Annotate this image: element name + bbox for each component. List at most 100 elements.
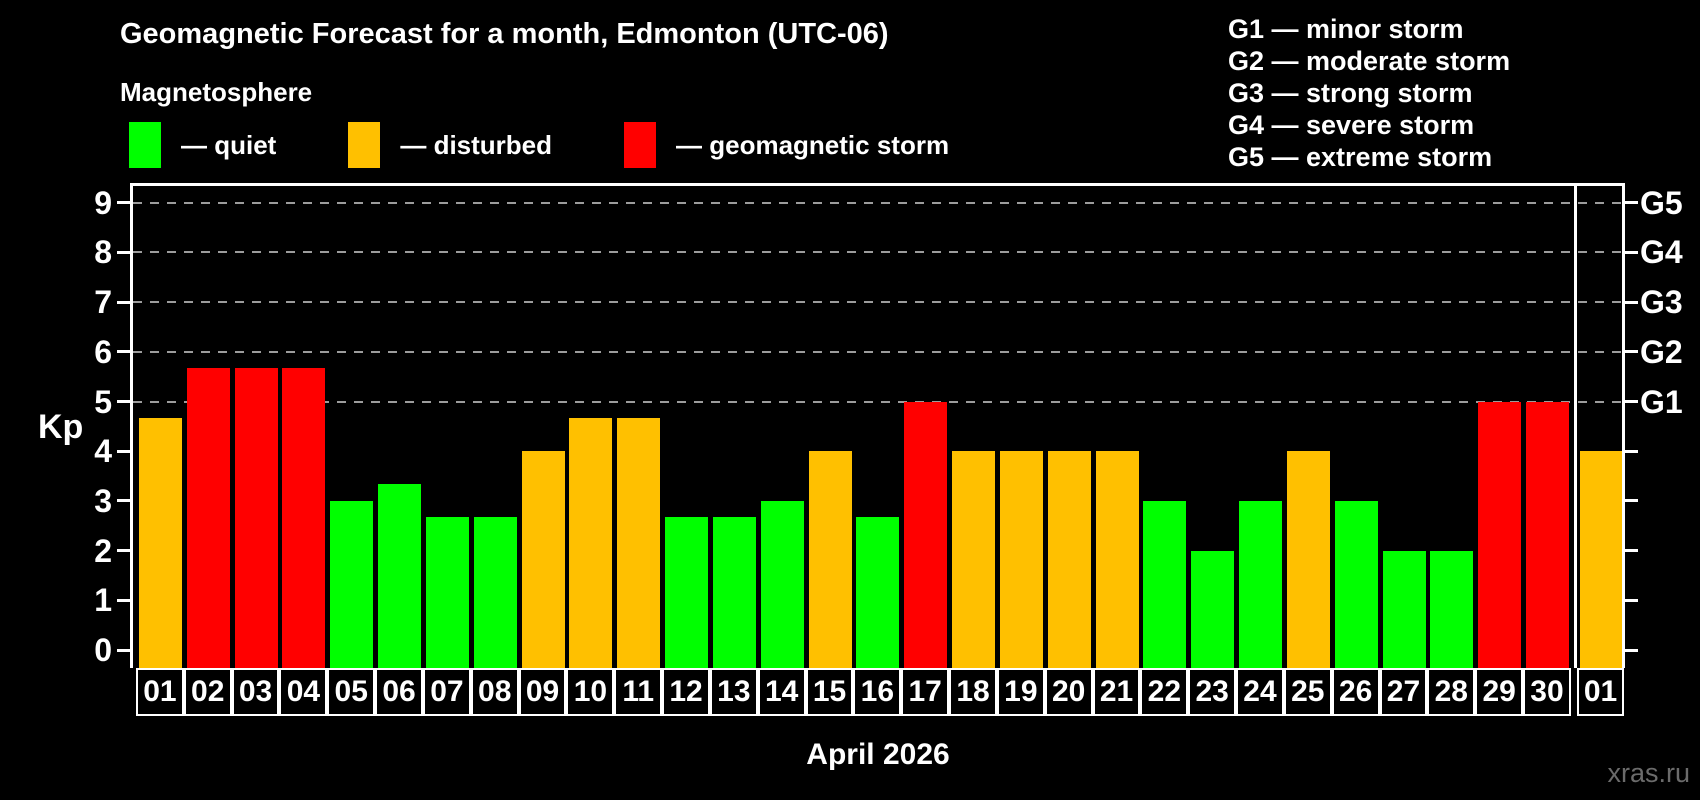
day-label-box: 18	[949, 668, 997, 716]
day-label-box: 23	[1188, 668, 1237, 716]
storm-scale-item-g3: G3 — strong storm	[1228, 78, 1473, 108]
legend-item-label: — quiet	[181, 129, 277, 160]
right-axis-tick	[1625, 648, 1638, 652]
kp-bar-day-22	[1143, 500, 1187, 668]
kp-bar-day-30	[1526, 401, 1570, 668]
kp-bar-day-05	[330, 500, 374, 668]
day-label-box: 24	[1236, 668, 1284, 716]
right-axis-tick	[1625, 250, 1638, 254]
day-label-box: 04	[279, 668, 328, 716]
legend-item-label: — geomagnetic storm	[676, 129, 950, 160]
kp-bar-day-09	[521, 451, 565, 668]
kp-bar-day-01	[1579, 451, 1622, 668]
day-label-box: 01	[1577, 668, 1624, 716]
day-label-box: 02	[183, 668, 232, 716]
kp-bar-day-13	[712, 517, 756, 668]
y-axis-tick	[117, 250, 130, 254]
y-axis-tick	[117, 598, 130, 602]
gridline-kp6	[133, 350, 1622, 353]
day-label-box: 30	[1523, 668, 1571, 716]
legend-swatch-disturbed	[348, 122, 381, 168]
day-label-box: 16	[853, 668, 902, 716]
day-label-box: 08	[470, 668, 519, 716]
day-label-box: 17	[901, 668, 950, 716]
y-axis-tick	[117, 499, 130, 503]
plot-frame-left	[130, 183, 133, 668]
gridline-kp9	[133, 201, 1622, 204]
g-scale-label-g2: G2	[1640, 333, 1683, 370]
kp-bar-day-10	[569, 417, 613, 668]
day-label-box: 12	[662, 668, 710, 716]
legend-item-quiet: — quiet	[129, 122, 276, 168]
watermark: xras.ru	[1607, 758, 1690, 788]
kp-bar-day-14	[760, 500, 804, 668]
g-scale-label-g3: G3	[1640, 284, 1683, 321]
legend-swatch-storm	[624, 122, 657, 168]
y-axis-tick-label: 9	[94, 184, 112, 221]
right-axis-tick	[1625, 598, 1638, 602]
kp-bar-day-23	[1191, 550, 1235, 668]
kp-bar-day-15	[808, 451, 852, 668]
y-axis-tick-label: 7	[94, 284, 112, 321]
day-label-box: 29	[1475, 668, 1524, 716]
day-label-box: 28	[1427, 668, 1476, 716]
g-scale-label-g5: G5	[1640, 184, 1683, 221]
day-label-box: 20	[1044, 668, 1093, 716]
day-label-box: 14	[757, 668, 806, 716]
magnetosphere-legend: — quiet — disturbed — geomagnetic storm	[129, 122, 1021, 168]
kp-bar-day-28	[1430, 550, 1474, 668]
right-axis-tick	[1625, 549, 1638, 553]
y-axis-tick	[117, 648, 130, 652]
y-axis-tick-label: 2	[94, 532, 112, 569]
kp-bar-day-16	[856, 517, 900, 668]
y-axis-tick-label: 0	[94, 632, 112, 668]
month-separator-line	[1574, 183, 1577, 668]
day-label-box: 01	[136, 668, 184, 716]
storm-scale-item-g5: G5 — extreme storm	[1228, 142, 1493, 172]
kp-bar-day-20	[1047, 451, 1091, 668]
day-label-box: 05	[327, 668, 376, 716]
legend-swatch-quiet	[129, 122, 161, 168]
storm-scale-item-g4: G4 — severe storm	[1228, 110, 1475, 140]
y-axis-tick	[117, 300, 130, 304]
right-axis-tick	[1625, 499, 1638, 503]
kp-bar-day-06	[378, 484, 422, 668]
kp-bar-day-24	[1239, 500, 1283, 668]
kp-bar-day-01	[139, 417, 182, 668]
plot-frame-right	[1622, 183, 1625, 668]
right-axis-tick	[1625, 400, 1638, 403]
kp-bar-day-04	[282, 368, 326, 668]
plot-frame-top	[130, 183, 1625, 186]
day-label-box: 27	[1379, 668, 1428, 716]
day-label-box: 26	[1331, 668, 1380, 716]
right-axis-tick	[1625, 350, 1638, 354]
day-label-box: 13	[709, 668, 758, 716]
g-scale-label-g1: G1	[1640, 383, 1683, 420]
y-axis-tick	[117, 449, 130, 453]
y-axis-tick-label: 6	[94, 333, 112, 370]
day-label-box: 03	[231, 668, 280, 716]
legend-item-disturbed: — disturbed	[348, 122, 552, 168]
legend-item-label: — disturbed	[400, 129, 553, 160]
y-axis-tick-label: 5	[94, 383, 112, 420]
kp-bar-day-08	[473, 517, 517, 668]
y-axis-tick	[117, 350, 130, 354]
day-label-box: 21	[1092, 668, 1141, 716]
kp-bar-day-27	[1382, 550, 1426, 668]
kp-bar-day-26	[1334, 500, 1378, 668]
y-axis-tick-label: 3	[94, 482, 112, 519]
kp-bar-day-02	[186, 368, 230, 668]
day-label-box: 15	[805, 668, 854, 716]
y-axis-tick-label: 8	[94, 234, 112, 271]
storm-scale-legend: G1 — minor storm G2 — moderate storm G3 — …	[1228, 13, 1510, 173]
chart-title: Geomagnetic Forecast for a month, Edmont…	[120, 18, 889, 50]
kp-bar-day-07	[425, 517, 469, 668]
y-axis-tick-label: 4	[94, 433, 112, 470]
kp-bar-day-25	[1286, 451, 1330, 668]
day-label-box: 11	[614, 668, 663, 716]
kp-bar-day-17	[904, 401, 948, 668]
kp-bar-day-29	[1478, 401, 1522, 668]
gridline-kp7	[133, 301, 1622, 304]
kp-bar-day-11	[617, 417, 661, 668]
day-label-box: 09	[518, 668, 567, 716]
